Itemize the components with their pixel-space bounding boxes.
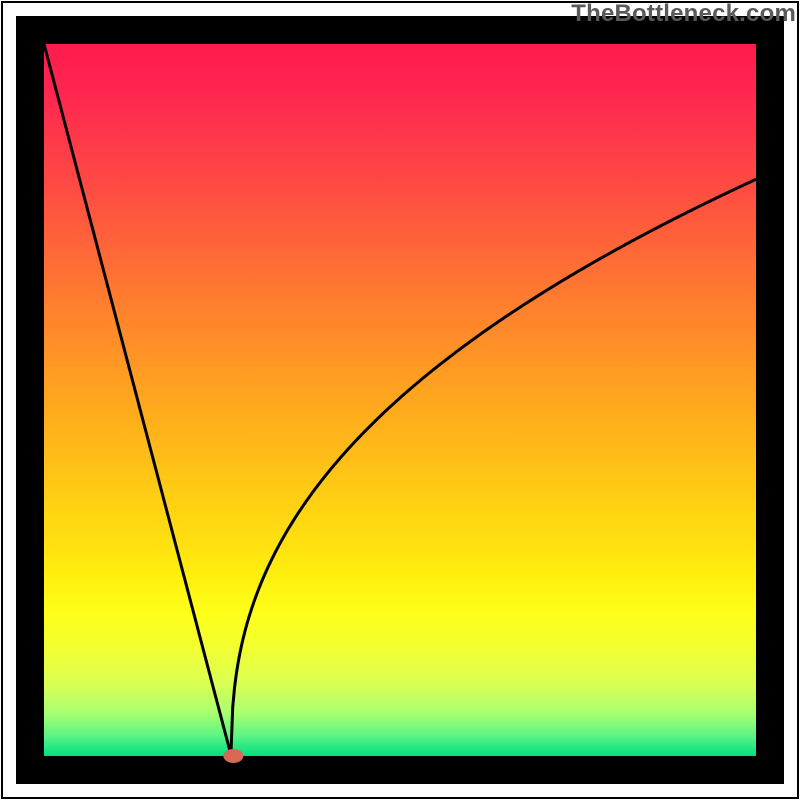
plot-background [44,44,756,756]
watermark-text: TheBottleneck.com [571,0,796,28]
minimum-marker [223,749,243,763]
chart-container: TheBottleneck.com [0,0,800,800]
bottleneck-chart [0,0,800,800]
